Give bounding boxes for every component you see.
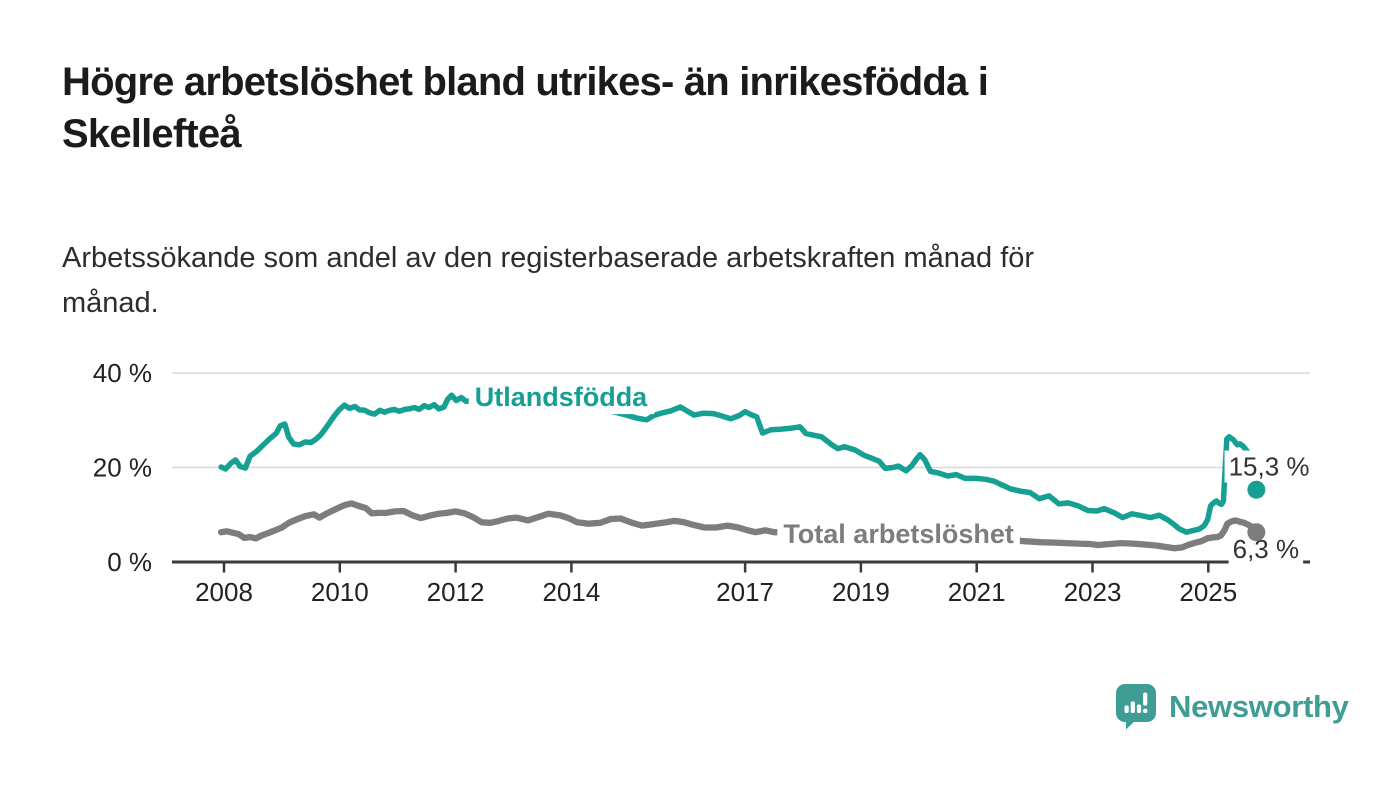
logo-bubble-tail — [1126, 719, 1137, 730]
logo-bar-3 — [1136, 704, 1142, 713]
newsworthy-wordmark: Newsworthy — [1169, 689, 1349, 724]
end-value-label-utlandsf-dda: 15,3 % — [1229, 452, 1310, 482]
series-end-dot-total-arbetsl-shet — [1247, 523, 1266, 542]
x-tick-label-2019: 2019 — [832, 577, 890, 607]
series-line-utlandsf-dda — [218, 392, 1260, 535]
logo-bubble — [1116, 684, 1156, 722]
x-tick-label-2017: 2017 — [716, 577, 774, 607]
page-title-line-2: Skellefteå — [62, 112, 242, 156]
chart-subtitle: Arbetssökande som andel av den registerb… — [62, 236, 1034, 326]
chart-subtitle-line-1: Arbetssökande som andel av den registerb… — [62, 242, 1035, 274]
series-label-utlandsf-dda-backdrop — [468, 380, 655, 415]
logo-bar-2 — [1130, 701, 1135, 713]
logo-exclamation-bar — [1143, 692, 1148, 706]
x-tick-label-2012: 2012 — [427, 577, 485, 607]
y-tick-label-40: 40 % — [93, 358, 152, 388]
series-label-total-arbetsl-shet-backdrop — [777, 517, 1020, 552]
x-tick-label-2025: 2025 — [1179, 577, 1237, 607]
newsworthy-logo-icon — [1116, 684, 1156, 730]
series-label-total-arbetsl-shet: Total arbetslöshet — [783, 519, 1014, 549]
x-tick-label-2008: 2008 — [195, 577, 253, 607]
logo-bar-1 — [1124, 705, 1129, 713]
newsworthy-branding: Newsworthy — [1116, 684, 1349, 730]
x-tick-label-2014: 2014 — [542, 577, 600, 607]
end-value-label-total-arbetsl-shet-backdrop — [1228, 533, 1304, 566]
end-value-label-utlandsf-dda-backdrop — [1224, 450, 1314, 483]
page-title-line-1: Högre arbetslöshet bland utrikes- än inr… — [62, 60, 989, 104]
series-label-utlandsf-dda: Utlandsfödda — [475, 382, 648, 412]
x-tick-label-2010: 2010 — [311, 577, 369, 607]
end-value-label-total-arbetsl-shet: 6,3 % — [1233, 534, 1300, 564]
y-tick-label-0: 0 % — [107, 547, 152, 577]
chart-subtitle-line-2: månad. — [62, 287, 159, 319]
x-tick-label-2021: 2021 — [948, 577, 1006, 607]
y-tick-label-20: 20 % — [93, 453, 152, 483]
series-line-total-arbetsl-shet — [217, 500, 1260, 552]
logo-exclamation-dot — [1143, 708, 1148, 713]
x-tick-label-2023: 2023 — [1064, 577, 1122, 607]
page-title: Högre arbetslöshet bland utrikes- än inr… — [62, 56, 989, 160]
series-end-dot-utlandsf-dda — [1247, 480, 1266, 499]
